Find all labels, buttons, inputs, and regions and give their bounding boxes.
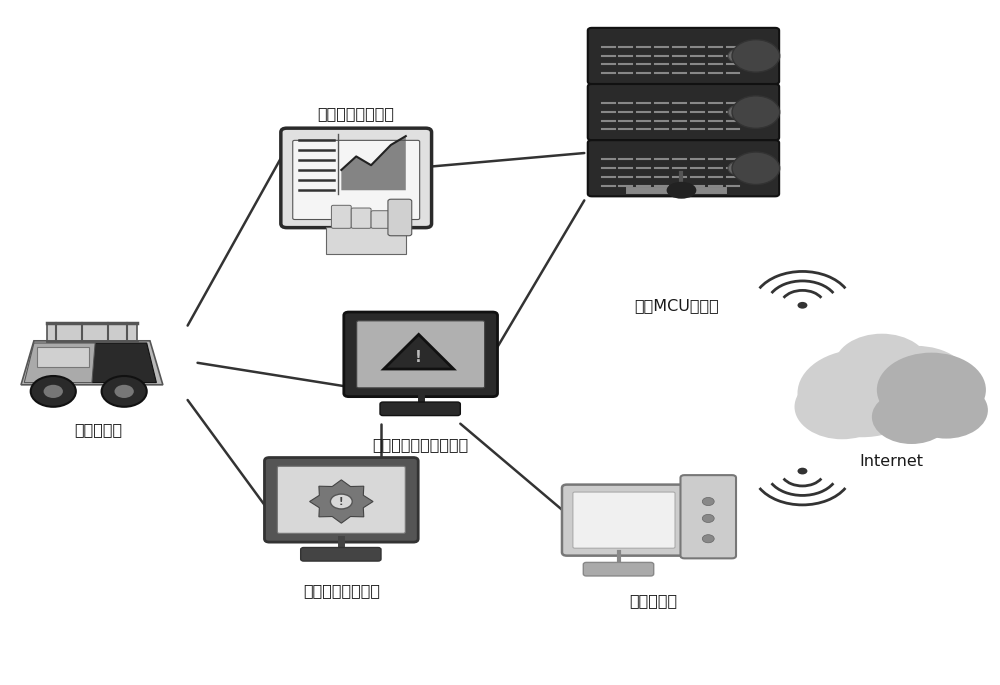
FancyBboxPatch shape (680, 475, 736, 558)
FancyBboxPatch shape (357, 321, 485, 388)
Circle shape (728, 49, 748, 63)
FancyBboxPatch shape (380, 402, 460, 416)
Circle shape (905, 382, 988, 438)
Circle shape (702, 497, 714, 506)
Text: !: ! (415, 350, 422, 365)
Circle shape (872, 390, 951, 444)
Circle shape (732, 152, 780, 184)
Circle shape (31, 376, 76, 407)
Polygon shape (326, 227, 406, 254)
FancyBboxPatch shape (331, 206, 351, 228)
Circle shape (728, 105, 748, 119)
Polygon shape (47, 323, 137, 341)
Text: !: ! (339, 497, 344, 506)
FancyBboxPatch shape (281, 128, 432, 227)
FancyBboxPatch shape (264, 458, 418, 542)
Polygon shape (21, 341, 163, 385)
Circle shape (732, 96, 780, 128)
Circle shape (795, 374, 890, 439)
Circle shape (44, 385, 63, 398)
Ellipse shape (667, 182, 696, 199)
Text: 后端云平台: 后端云平台 (630, 593, 678, 608)
FancyBboxPatch shape (293, 140, 420, 219)
Circle shape (748, 49, 768, 63)
Circle shape (330, 494, 352, 509)
Text: 洒水车本体: 洒水车本体 (74, 422, 122, 437)
Text: 道路故障识别控制模块: 道路故障识别控制模块 (373, 437, 469, 452)
Circle shape (748, 105, 768, 119)
Circle shape (834, 334, 929, 399)
Circle shape (702, 514, 714, 523)
Circle shape (798, 349, 926, 437)
Circle shape (877, 353, 986, 427)
FancyBboxPatch shape (351, 208, 371, 228)
FancyBboxPatch shape (583, 562, 654, 576)
Circle shape (702, 535, 714, 543)
Circle shape (732, 40, 780, 72)
Circle shape (875, 382, 958, 438)
FancyBboxPatch shape (562, 484, 686, 556)
FancyBboxPatch shape (344, 312, 498, 397)
FancyBboxPatch shape (301, 547, 381, 561)
FancyBboxPatch shape (371, 211, 391, 228)
Text: 前端数据采集模块: 前端数据采集模块 (318, 106, 395, 121)
Polygon shape (24, 343, 95, 383)
Circle shape (748, 162, 768, 175)
Circle shape (798, 302, 807, 309)
Polygon shape (92, 343, 156, 383)
Circle shape (862, 346, 971, 421)
FancyBboxPatch shape (588, 84, 779, 140)
Circle shape (728, 162, 748, 175)
Text: 车载预警控制模块: 车载预警控制模块 (303, 583, 380, 598)
Text: Internet: Internet (860, 454, 924, 469)
FancyBboxPatch shape (588, 140, 779, 197)
Circle shape (114, 385, 134, 398)
FancyBboxPatch shape (588, 28, 779, 84)
FancyBboxPatch shape (573, 492, 675, 548)
Polygon shape (341, 136, 406, 190)
Text: 车载MCU处理器: 车载MCU处理器 (634, 298, 719, 313)
Polygon shape (384, 334, 454, 369)
FancyBboxPatch shape (277, 466, 405, 534)
Polygon shape (310, 480, 373, 523)
Polygon shape (37, 347, 89, 367)
FancyBboxPatch shape (388, 199, 412, 236)
Circle shape (798, 468, 807, 475)
Circle shape (102, 376, 147, 407)
